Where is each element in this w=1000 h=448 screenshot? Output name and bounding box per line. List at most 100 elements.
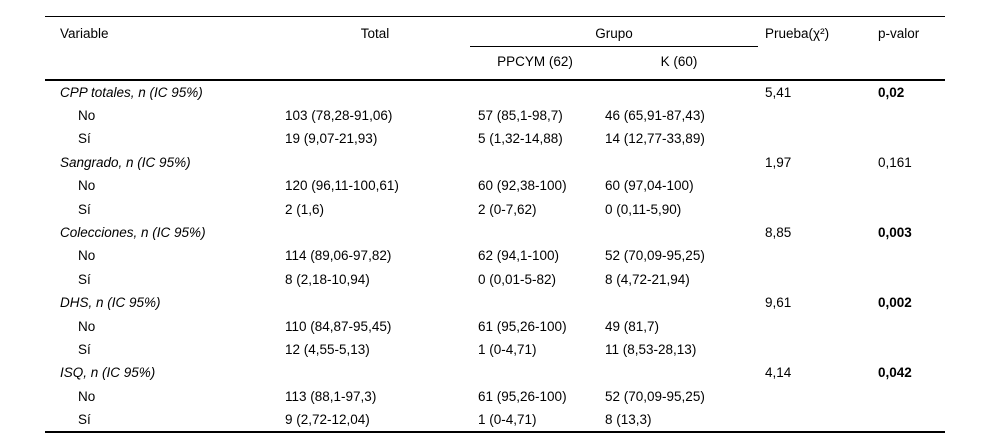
k-value-cell: 0 (0,11-5,90) bbox=[605, 201, 682, 217]
chi-square-value-cell: 9,61 bbox=[765, 295, 792, 311]
chi-square-value-cell: 5,41 bbox=[765, 84, 792, 100]
ppcym-cell bbox=[470, 291, 600, 314]
chi-square-value-cell bbox=[758, 174, 873, 197]
total-value-cell: 2 (1,6) bbox=[285, 201, 325, 217]
total-cell bbox=[280, 361, 470, 384]
ppcym-value-cell: 5 (1,32-14,88) bbox=[478, 131, 563, 147]
variable-row: Sangrado, n (IC 95%) 1,97 0,161 bbox=[45, 151, 945, 174]
ppcym-value-cell: 61 (95,26-100) bbox=[478, 318, 567, 334]
category-label-cell: No bbox=[78, 108, 96, 124]
variable-row: DHS, n (IC 95%) 9,61 0,002 bbox=[45, 291, 945, 314]
k-value-cell: 60 (97,04-100) bbox=[605, 178, 694, 194]
k-cell bbox=[600, 151, 758, 174]
chi-square-value-cell: 4,14 bbox=[765, 365, 792, 381]
k-value-cell: 8 (13,3) bbox=[605, 412, 652, 428]
k-cell bbox=[600, 221, 758, 244]
k-value-cell: 49 (81,7) bbox=[605, 318, 660, 334]
ppcym-cell bbox=[470, 361, 600, 384]
k-value-cell: 46 (65,91-87,43) bbox=[605, 108, 705, 124]
column-header-grupo: Grupo bbox=[470, 16, 758, 47]
variable-name-cell: ISQ, n (IC 95%) bbox=[60, 365, 156, 381]
ppcym-cell bbox=[470, 80, 600, 104]
chi-square-value-cell bbox=[758, 244, 873, 267]
total-cell bbox=[280, 151, 470, 174]
column-header-ppcym: PPCYM (62) bbox=[470, 46, 600, 81]
chi-square-value-cell: 8,85 bbox=[765, 225, 792, 241]
category-label-cell: No bbox=[78, 318, 96, 334]
table-header: Variable Total Grupo Prueba(χ²) p-valor … bbox=[45, 16, 945, 81]
p-value-cell bbox=[873, 408, 945, 432]
results-table: Variable Total Grupo Prueba(χ²) p-valor … bbox=[45, 16, 945, 434]
p-value-cell: 0,002 bbox=[878, 295, 912, 311]
category-row: Sí 2 (1,6) 2 (0-7,62) 0 (0,11-5,90) bbox=[45, 197, 945, 220]
category-label-cell: Sí bbox=[78, 271, 91, 287]
p-value-cell: 0,003 bbox=[878, 225, 912, 241]
category-label-cell: Sí bbox=[78, 412, 91, 428]
p-value-cell bbox=[873, 104, 945, 127]
total-value-cell: 110 (84,87-95,45) bbox=[285, 318, 392, 334]
p-value-cell: 0,042 bbox=[878, 365, 912, 381]
total-cell bbox=[280, 291, 470, 314]
category-label-cell: No bbox=[78, 388, 96, 404]
ppcym-value-cell: 1 (0-4,71) bbox=[478, 341, 537, 357]
category-row: Sí 9 (2,72-12,04) 1 (0-4,71) 8 (13,3) bbox=[45, 408, 945, 432]
column-header-variable: Variable bbox=[45, 16, 280, 81]
results-table-container: Variable Total Grupo Prueba(χ²) p-valor … bbox=[45, 16, 945, 434]
ppcym-value-cell: 57 (85,1-98,7) bbox=[478, 108, 563, 124]
variable-row: ISQ, n (IC 95%) 4,14 0,042 bbox=[45, 361, 945, 384]
variable-name-cell: Colecciones, n (IC 95%) bbox=[60, 225, 206, 241]
ppcym-value-cell: 2 (0-7,62) bbox=[478, 201, 537, 217]
category-label-cell: No bbox=[78, 178, 96, 194]
total-value-cell: 113 (88,1-97,3) bbox=[285, 388, 377, 404]
chi-square-value-cell bbox=[758, 127, 873, 150]
column-header-p-value: p-valor bbox=[873, 16, 945, 81]
ppcym-value-cell: 60 (92,38-100) bbox=[478, 178, 567, 194]
category-label-cell: Sí bbox=[78, 201, 91, 217]
total-value-cell: 103 (78,28-91,06) bbox=[285, 108, 393, 124]
chi-square-value-cell bbox=[758, 314, 873, 337]
variable-row: CPP totales, n (IC 95%) 5,41 0,02 bbox=[45, 80, 945, 104]
k-cell bbox=[600, 291, 758, 314]
k-cell bbox=[600, 361, 758, 384]
category-row: Sí 19 (9,07-21,93) 5 (1,32-14,88) 14 (12,77… bbox=[45, 127, 945, 150]
category-row: No 114 (89,06-97,82) 62 (94,1-100) 52 (70,0… bbox=[45, 244, 945, 267]
p-value-cell: 0,161 bbox=[878, 154, 912, 170]
category-row: No 103 (78,28-91,06) 57 (85,1-98,7) 46 (65,… bbox=[45, 104, 945, 127]
ppcym-value-cell: 1 (0-4,71) bbox=[478, 412, 537, 428]
k-value-cell: 52 (70,09-95,25) bbox=[605, 388, 705, 404]
variable-name-cell: DHS, n (IC 95%) bbox=[60, 295, 161, 311]
variable-name-cell: CPP totales, n (IC 95%) bbox=[60, 84, 203, 100]
p-value-cell bbox=[873, 174, 945, 197]
category-row: No 110 (84,87-95,45) 61 (95,26-100) 49 (81,… bbox=[45, 314, 945, 337]
total-value-cell: 8 (2,18-10,94) bbox=[285, 271, 370, 287]
ppcym-value-cell: 62 (94,1-100) bbox=[478, 248, 560, 264]
column-header-chi-square: Prueba(χ²) bbox=[758, 16, 873, 81]
column-header-total: Total bbox=[280, 16, 470, 81]
category-label-cell: Sí bbox=[78, 341, 91, 357]
k-cell bbox=[600, 80, 758, 104]
variable-name-cell: Sangrado, n (IC 95%) bbox=[60, 154, 191, 170]
k-value-cell: 11 (8,53-28,13) bbox=[605, 341, 697, 357]
total-cell bbox=[280, 80, 470, 104]
chi-square-value-cell bbox=[758, 268, 873, 291]
category-label-cell: No bbox=[78, 248, 96, 264]
variable-row: Colecciones, n (IC 95%) 8,85 0,003 bbox=[45, 221, 945, 244]
total-value-cell: 19 (9,07-21,93) bbox=[285, 131, 378, 147]
p-value-cell bbox=[873, 244, 945, 267]
chi-square-value-cell: 1,97 bbox=[765, 154, 792, 170]
chi-square-value-cell bbox=[758, 104, 873, 127]
total-value-cell: 9 (2,72-12,04) bbox=[285, 412, 370, 428]
category-row: Sí 12 (4,55-5,13) 1 (0-4,71) 11 (8,53-28,13… bbox=[45, 338, 945, 361]
p-value-cell bbox=[873, 268, 945, 291]
category-row: No 120 (96,11-100,61) 60 (92,38-100) 60 (97… bbox=[45, 174, 945, 197]
total-value-cell: 120 (96,11-100,61) bbox=[285, 178, 399, 194]
table-body: CPP totales, n (IC 95%) 5,41 0,02 No 103 (78… bbox=[45, 80, 945, 433]
ppcym-cell bbox=[470, 151, 600, 174]
total-cell bbox=[280, 221, 470, 244]
ppcym-cell bbox=[470, 221, 600, 244]
ppcym-value-cell: 0 (0,01-5-82) bbox=[478, 271, 557, 287]
category-label-cell: Sí bbox=[78, 131, 91, 147]
k-value-cell: 52 (70,09-95,25) bbox=[605, 248, 705, 264]
k-value-cell: 14 (12,77-33,89) bbox=[605, 131, 705, 147]
p-value-cell bbox=[873, 314, 945, 337]
